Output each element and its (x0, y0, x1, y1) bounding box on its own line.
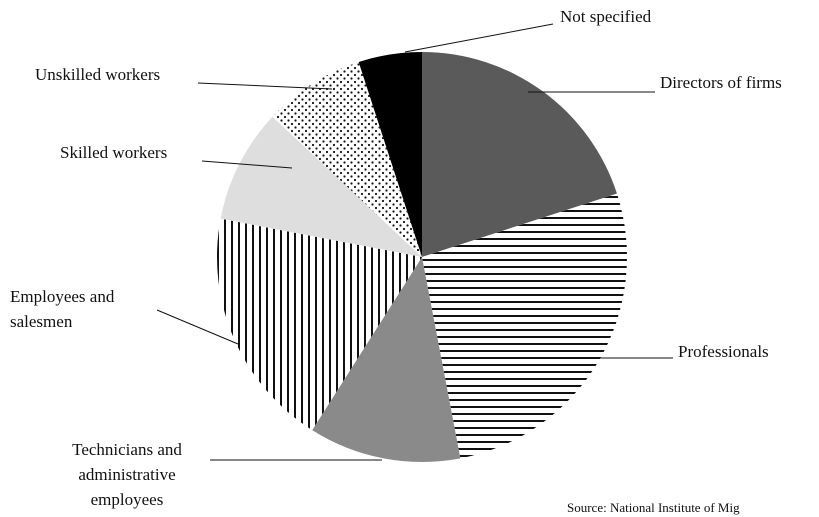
pie-slice (358, 52, 422, 257)
slice-label: Employees and salesmen (10, 287, 115, 331)
slice-label: Technicians and administrative employees (72, 440, 182, 509)
source: Source: National Institute of Mig (567, 500, 740, 515)
pie-slice (272, 62, 422, 257)
pie (217, 52, 628, 462)
pie-slice (312, 257, 461, 462)
pie-slice (422, 193, 628, 459)
leader-line (156, 309, 239, 345)
slice-label: Not specified (560, 7, 652, 26)
slice-label: Directors of firms (660, 73, 782, 92)
pie-slice (220, 116, 422, 257)
slice-label: Skilled workers (60, 143, 167, 162)
pie-slice (217, 218, 422, 431)
leader-line (201, 160, 293, 169)
leader-line (197, 82, 333, 90)
slice-label: Professionals (678, 342, 769, 361)
leader-line (404, 23, 554, 53)
slice-label: Unskilled workers (35, 65, 160, 84)
pie-slice (422, 52, 617, 257)
